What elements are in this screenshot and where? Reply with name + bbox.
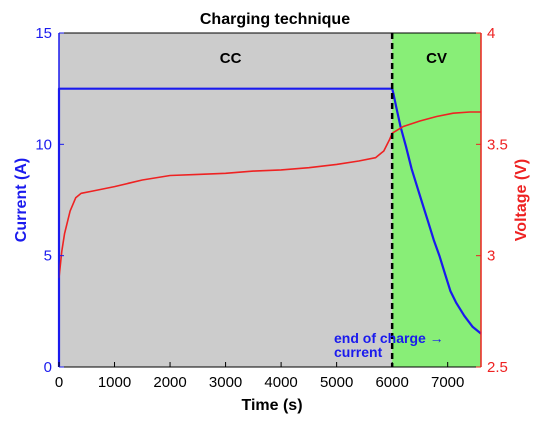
y-left-tick-label: 0 [44,359,52,376]
y-left-tick-label: 15 [35,25,52,42]
x-tick-label: 7000 [431,374,464,391]
region-label-cc: CC [220,50,242,67]
y-right-axis-label: Voltage (V) [513,159,530,241]
x-tick-label: 4000 [264,374,297,391]
y-left-tick-label: 5 [44,248,52,265]
x-tick-label: 1000 [98,374,131,391]
voltage-series-line [58,111,481,278]
current-series-line [57,87,482,367]
y-right-tick-label: 3 [487,248,495,265]
chart-title: Charging technique [200,11,350,28]
annotation-line1: end of charge → [334,330,444,346]
axes-layer: 0 1000 2000 3000 4000 5000 6000 7000 0 5 10 15 2.5 3 3… [35,25,508,391]
region-cv [392,33,481,367]
regions-layer: CC CV [59,33,481,367]
annotation-line2: current [334,344,383,360]
region-label-cv: CV [426,50,447,67]
x-tick-label: 3000 [209,374,242,391]
region-cc [59,33,393,367]
y-left-axis-label: Current (A) [13,158,30,242]
series-layer [57,33,482,367]
x-tick-label: 5000 [320,374,353,391]
x-axis-label: Time (s) [241,397,302,414]
y-right-tick-label: 4 [487,25,495,42]
y-right-tick-label: 3.5 [487,136,508,153]
y-right-tick-label: 2.5 [487,359,508,376]
x-tick-label: 0 [55,374,63,391]
y-left-tick-label: 10 [35,136,52,153]
x-tick-label: 2000 [153,374,186,391]
x-tick-label: 6000 [375,374,408,391]
